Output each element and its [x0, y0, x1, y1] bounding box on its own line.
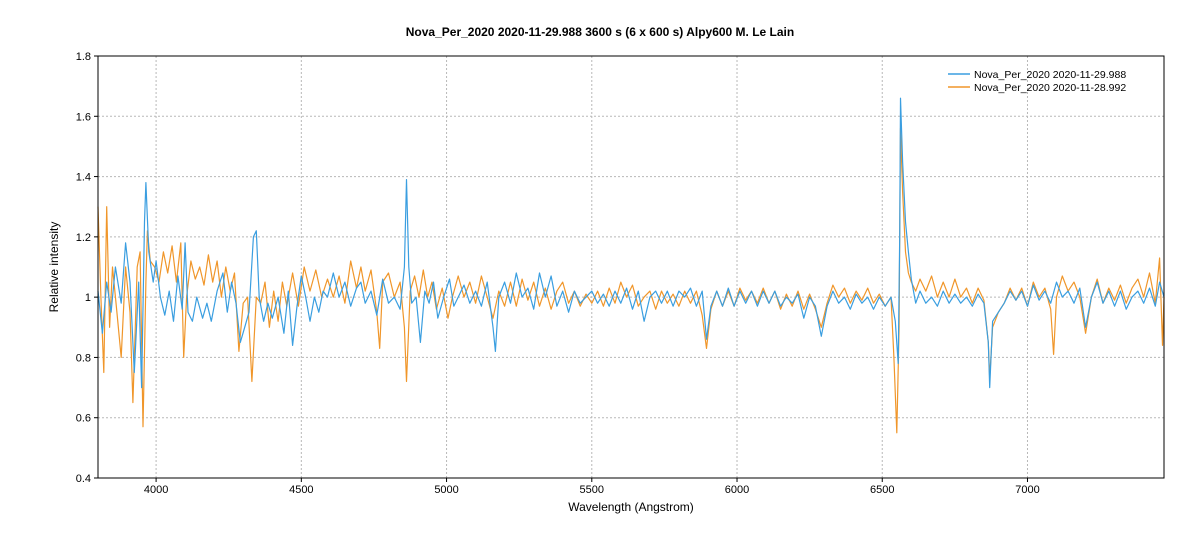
- x-axis-title: Wavelength (Angstrom): [568, 500, 694, 514]
- y-axis-title: Relative intensity: [47, 222, 61, 313]
- x-tick-label: 7000: [1015, 484, 1039, 496]
- plot-frame: [97, 55, 1165, 479]
- series-line-1: [97, 97, 1165, 389]
- legend-entry-1: Nova_Per_2020 2020-11-29.988: [974, 69, 1126, 81]
- y-tick-label: 1.4: [76, 172, 91, 184]
- x-tick-label: 6000: [725, 484, 749, 496]
- x-tick-label: 6500: [870, 484, 894, 496]
- y-tick-label: 0.6: [76, 413, 91, 425]
- y-tick-label: 1.2: [76, 232, 91, 244]
- x-tick-label: 4000: [144, 484, 168, 496]
- x-tick-label: 5500: [580, 484, 604, 496]
- y-tick-label: 0.8: [76, 352, 91, 364]
- grid-lines: [98, 56, 1164, 478]
- x-tick-label: 5000: [434, 484, 458, 496]
- series-lines: [97, 97, 1165, 434]
- y-tick-label: 1: [85, 292, 91, 304]
- y-tick-label: 0.4: [76, 473, 91, 485]
- y-tick-label: 1.6: [76, 111, 91, 123]
- legend: Nova_Per_2020 2020-11-29.988Nova_Per_202…: [948, 69, 1126, 94]
- x-tick-label: 4500: [289, 484, 313, 496]
- axis-ticks: 4000 4500 5000 5500 6000 6500 7000 0.4 0.6 0.8 1 1.…: [76, 51, 1040, 496]
- legend-entry-2: Nova_Per_2020 2020-11-28.992: [974, 82, 1126, 94]
- y-tick-label: 1.8: [76, 51, 91, 63]
- chart-title: Nova_Per_2020 2020-11-29.988 3600 s (6 x…: [405, 25, 795, 39]
